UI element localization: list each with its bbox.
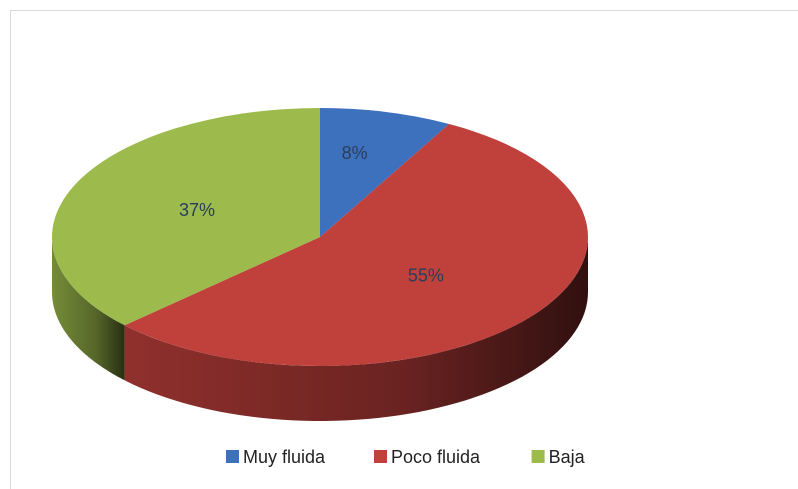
pie-side bbox=[124, 237, 588, 421]
pie-side bbox=[52, 237, 125, 381]
data-label: 37% bbox=[179, 200, 215, 220]
data-label: 55% bbox=[408, 265, 444, 285]
pie-slice bbox=[320, 108, 450, 237]
legend-swatch bbox=[531, 450, 545, 463]
legend-swatch bbox=[226, 450, 239, 463]
legend-label: Muy fluida bbox=[243, 447, 326, 467]
pie-slice bbox=[52, 107, 321, 326]
legend-label: Baja bbox=[549, 447, 586, 467]
legend-swatch bbox=[374, 450, 387, 463]
pie-slice bbox=[124, 123, 589, 366]
data-label: 8% bbox=[342, 143, 368, 163]
legend-label: Poco fluida bbox=[391, 447, 481, 467]
